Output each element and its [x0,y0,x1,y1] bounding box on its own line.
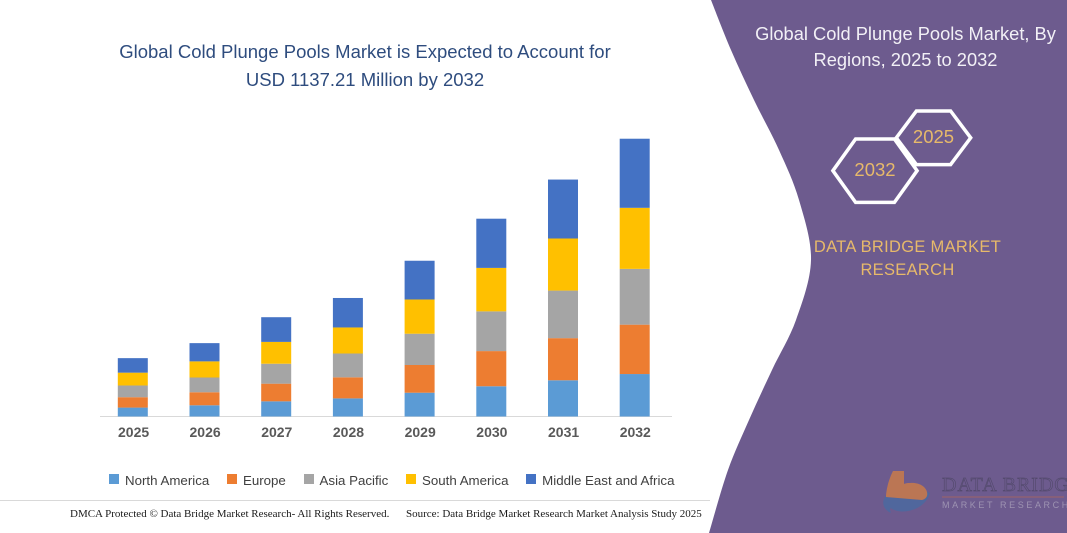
svg-text:MARKET RESEARCH: MARKET RESEARCH [942,500,1067,510]
svg-text:DATA BRIDGE: DATA BRIDGE [942,474,1067,496]
